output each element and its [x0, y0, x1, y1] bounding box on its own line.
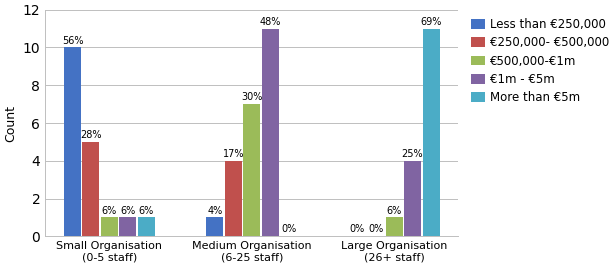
Text: 30%: 30% — [241, 92, 262, 102]
Bar — [101, 218, 118, 236]
Text: 6%: 6% — [139, 206, 154, 215]
Text: 6%: 6% — [102, 206, 117, 215]
Bar — [138, 218, 155, 236]
Text: 0%: 0% — [368, 225, 383, 234]
Bar — [386, 218, 402, 236]
Text: 48%: 48% — [259, 17, 281, 27]
Text: 28%: 28% — [80, 130, 102, 140]
Text: 25%: 25% — [402, 149, 423, 159]
Text: 6%: 6% — [120, 206, 136, 215]
Text: 56%: 56% — [62, 36, 83, 46]
Bar — [243, 104, 260, 236]
Text: 17%: 17% — [222, 149, 244, 159]
Bar — [404, 161, 421, 236]
Legend: Less than €250,000, €250,000- €500,000, €500,000-€1m, €1m - €5m, More than €5m: Less than €250,000, €250,000- €500,000, … — [468, 15, 611, 107]
Text: 69%: 69% — [420, 17, 442, 27]
Text: 0%: 0% — [281, 225, 296, 234]
Text: 4%: 4% — [207, 206, 222, 215]
Bar — [120, 218, 137, 236]
Bar — [423, 29, 440, 236]
Bar — [206, 218, 223, 236]
Bar — [64, 48, 81, 236]
Bar — [83, 142, 100, 236]
Y-axis label: Count: Count — [4, 104, 17, 142]
Bar — [262, 29, 279, 236]
Text: 6%: 6% — [386, 206, 402, 215]
Text: 0%: 0% — [349, 225, 365, 234]
Bar — [225, 161, 241, 236]
